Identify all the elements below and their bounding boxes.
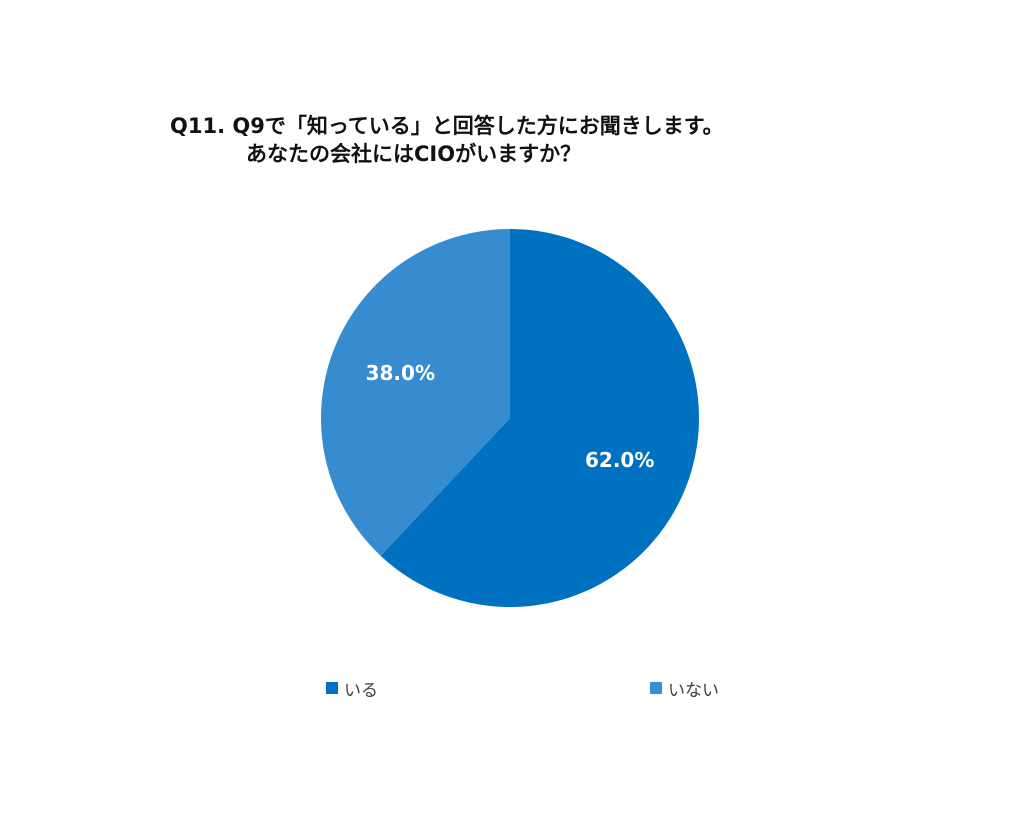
legend-label-iru: いる xyxy=(344,680,378,701)
legend-item-iru: いる xyxy=(326,677,378,701)
data-label-iru: 62.0% xyxy=(585,448,654,472)
chart-title-line1: Q11. Q9で「知っている」と回答した方にお聞きします。 xyxy=(170,114,724,138)
legend-swatch-inai xyxy=(650,682,662,694)
pie-slice-iru xyxy=(380,229,699,607)
pie-slice-inai xyxy=(320,228,510,556)
legend-swatch-iru xyxy=(326,682,338,694)
chart-title-line2: あなたの会社にはCIOがいますか？ xyxy=(246,142,582,166)
legend-label-inai: いない xyxy=(668,680,719,701)
legend-item-inai: いない xyxy=(650,677,719,701)
data-label-inai: 38.0% xyxy=(366,361,435,385)
